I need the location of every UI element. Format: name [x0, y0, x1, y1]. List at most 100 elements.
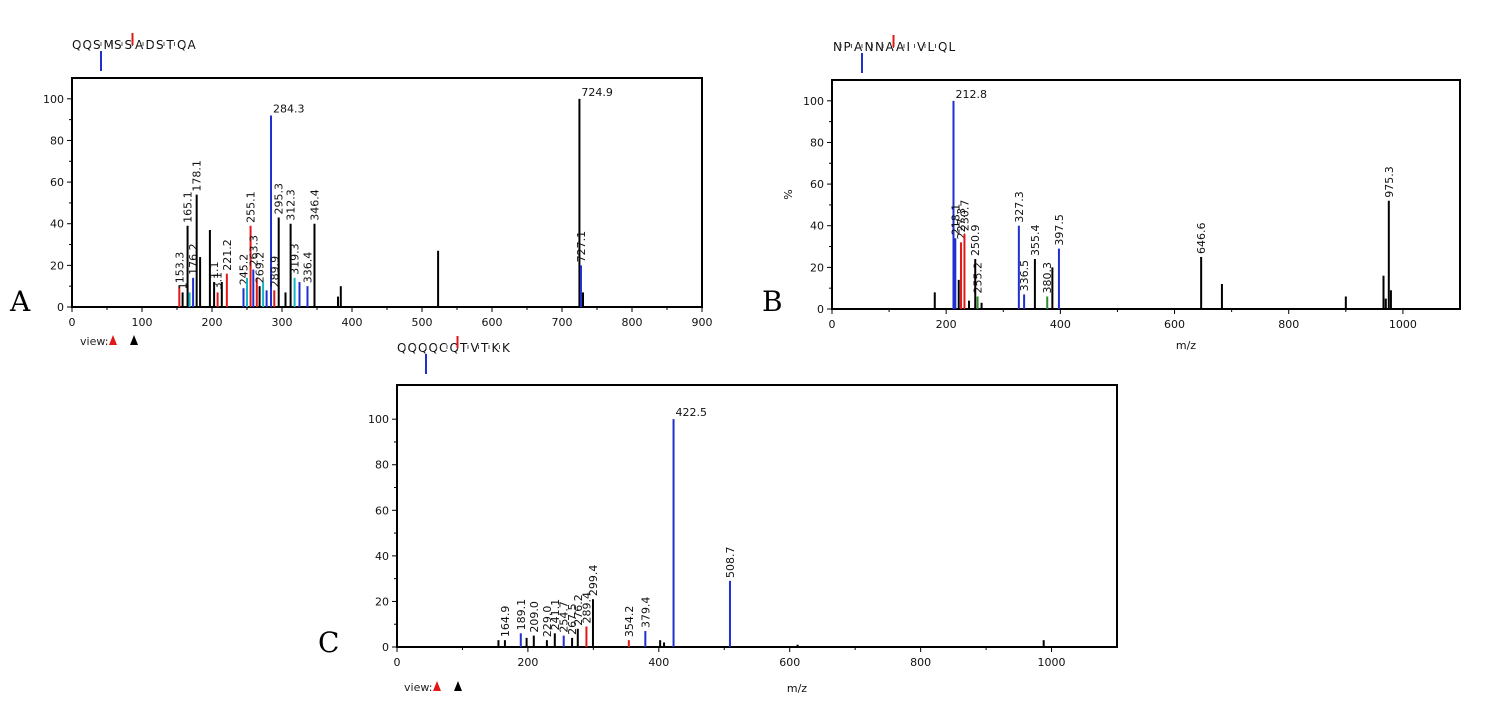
peak-label-289.4: 289.4	[580, 592, 593, 624]
peak-label-295.3: 295.3	[273, 183, 286, 215]
peak-label-397.5: 397.5	[1053, 214, 1066, 246]
plot-frame	[71, 77, 703, 308]
peak-label-312.3: 312.3	[285, 189, 298, 221]
peak-label-336.5: 336.5	[1018, 260, 1031, 292]
peak-label-727.1: 727.1	[575, 231, 588, 263]
y-tick-label: 60	[375, 504, 389, 517]
residue-1: Q	[397, 341, 407, 355]
peak-label-189.1: 189.1	[515, 599, 528, 631]
residue-7: A	[135, 38, 144, 52]
x-tick-label: 400	[648, 656, 669, 669]
x-axis-title: m/z	[1176, 339, 1196, 352]
x-tick-label: 800	[1278, 318, 1299, 331]
x-tick-label: 0	[394, 656, 401, 669]
peak-label-255: 255.2	[972, 262, 985, 294]
y-tick-label: 20	[810, 261, 824, 274]
peak-label-379.4: 379.4	[639, 597, 652, 629]
peak-label-203: 1.1	[208, 262, 221, 280]
residue-7: T	[459, 341, 468, 355]
x-tick-label: 300	[272, 316, 293, 329]
y-tick-label: 80	[50, 134, 64, 147]
x-tick-label: 800	[622, 316, 643, 329]
x-tick-label: 0	[69, 316, 76, 329]
x-tick-label: 1000	[1038, 656, 1066, 669]
residue-9: V	[917, 40, 926, 54]
peak-label-299.4: 299.4	[587, 565, 600, 597]
peak-label-267.5: 267.5	[566, 603, 579, 635]
y-tick-label: 0	[817, 303, 824, 316]
y-tick-label: 0	[382, 641, 389, 654]
peak-label-226: 227.3	[955, 208, 968, 240]
peak-label-221.2: 221.2	[221, 239, 234, 271]
peak-label-164.9: 164.9	[499, 606, 512, 638]
panel-label: B	[762, 285, 783, 318]
panel-label: C	[318, 626, 339, 659]
residue-10: K	[492, 341, 501, 355]
peak-label-276.2: 276.2	[572, 594, 585, 626]
view-red-triangle-icon[interactable]	[433, 681, 441, 691]
y-tick-label: 80	[375, 459, 389, 472]
peak-label-355.4: 355.4	[1029, 225, 1042, 257]
residue-4: N	[865, 40, 874, 54]
residue-4: Q	[429, 341, 439, 355]
residue-11: Q	[177, 38, 187, 52]
residue-3: S	[93, 38, 101, 52]
peak-label-232: 230.7	[958, 200, 971, 232]
panel-label: A	[9, 285, 31, 318]
peak-label-327.3: 327.3	[1013, 191, 1026, 223]
peak-label-336.4: 336.4	[301, 252, 314, 284]
y-axis-title: %	[782, 189, 795, 199]
x-tick-label: 400	[342, 316, 363, 329]
peak-label-216: 218.1	[949, 204, 962, 236]
y-tick-label: 100	[368, 413, 389, 426]
peak-label-229: 229.0	[541, 606, 554, 638]
peak-label-255.1: 255.1	[245, 191, 258, 223]
y-tick-label: 0	[57, 301, 64, 314]
x-tick-label: 200	[202, 316, 223, 329]
x-tick-label: 200	[936, 318, 957, 331]
y-tick-label: 80	[810, 136, 824, 149]
x-axis-title: m/z	[787, 682, 807, 695]
y-tick-label: 40	[50, 218, 64, 231]
view-label: view:	[80, 335, 108, 348]
y-tick-label: 60	[50, 176, 64, 189]
residue-5: S	[114, 38, 122, 52]
residue-6: Q	[450, 341, 460, 355]
peak-label-354.2: 354.2	[623, 606, 636, 638]
y-tick-label: 40	[375, 550, 389, 563]
peak-label-165.1: 165.1	[182, 191, 195, 223]
view-black-triangle-icon[interactable]	[130, 335, 138, 345]
x-tick-label: 0	[829, 318, 836, 331]
residue-1: N	[833, 40, 842, 54]
peak-label-173: 176.2	[187, 243, 200, 275]
y-tick-label: 20	[375, 595, 389, 608]
residue-11: Q	[938, 40, 948, 54]
residue-2: Q	[408, 341, 418, 355]
residue-9: S	[156, 38, 164, 52]
x-tick-label: 600	[779, 656, 800, 669]
peak-label-975.3: 975.3	[1383, 166, 1396, 198]
residue-5: N	[875, 40, 884, 54]
residue-10: L	[928, 40, 935, 54]
y-tick-label: 40	[810, 220, 824, 233]
peak-label-268: 269.2	[254, 252, 267, 284]
residue-10: T	[166, 38, 175, 52]
view-red-triangle-icon[interactable]	[109, 335, 117, 345]
y-tick-label: 100	[43, 93, 64, 106]
residue-5: C	[439, 341, 448, 355]
peak-label-318: 319.3	[289, 243, 302, 275]
x-tick-label: 500	[412, 316, 433, 329]
peak-label-158: 1	[177, 282, 190, 289]
residue-3: A	[854, 40, 863, 54]
residue-12: A	[188, 38, 197, 52]
view-black-triangle-icon[interactable]	[454, 681, 462, 691]
x-tick-label: 600	[1164, 318, 1185, 331]
x-tick-label: 800	[910, 656, 931, 669]
residue-8: V	[471, 341, 480, 355]
residue-9: T	[480, 341, 489, 355]
peak-label-178.1: 178.1	[191, 160, 204, 192]
